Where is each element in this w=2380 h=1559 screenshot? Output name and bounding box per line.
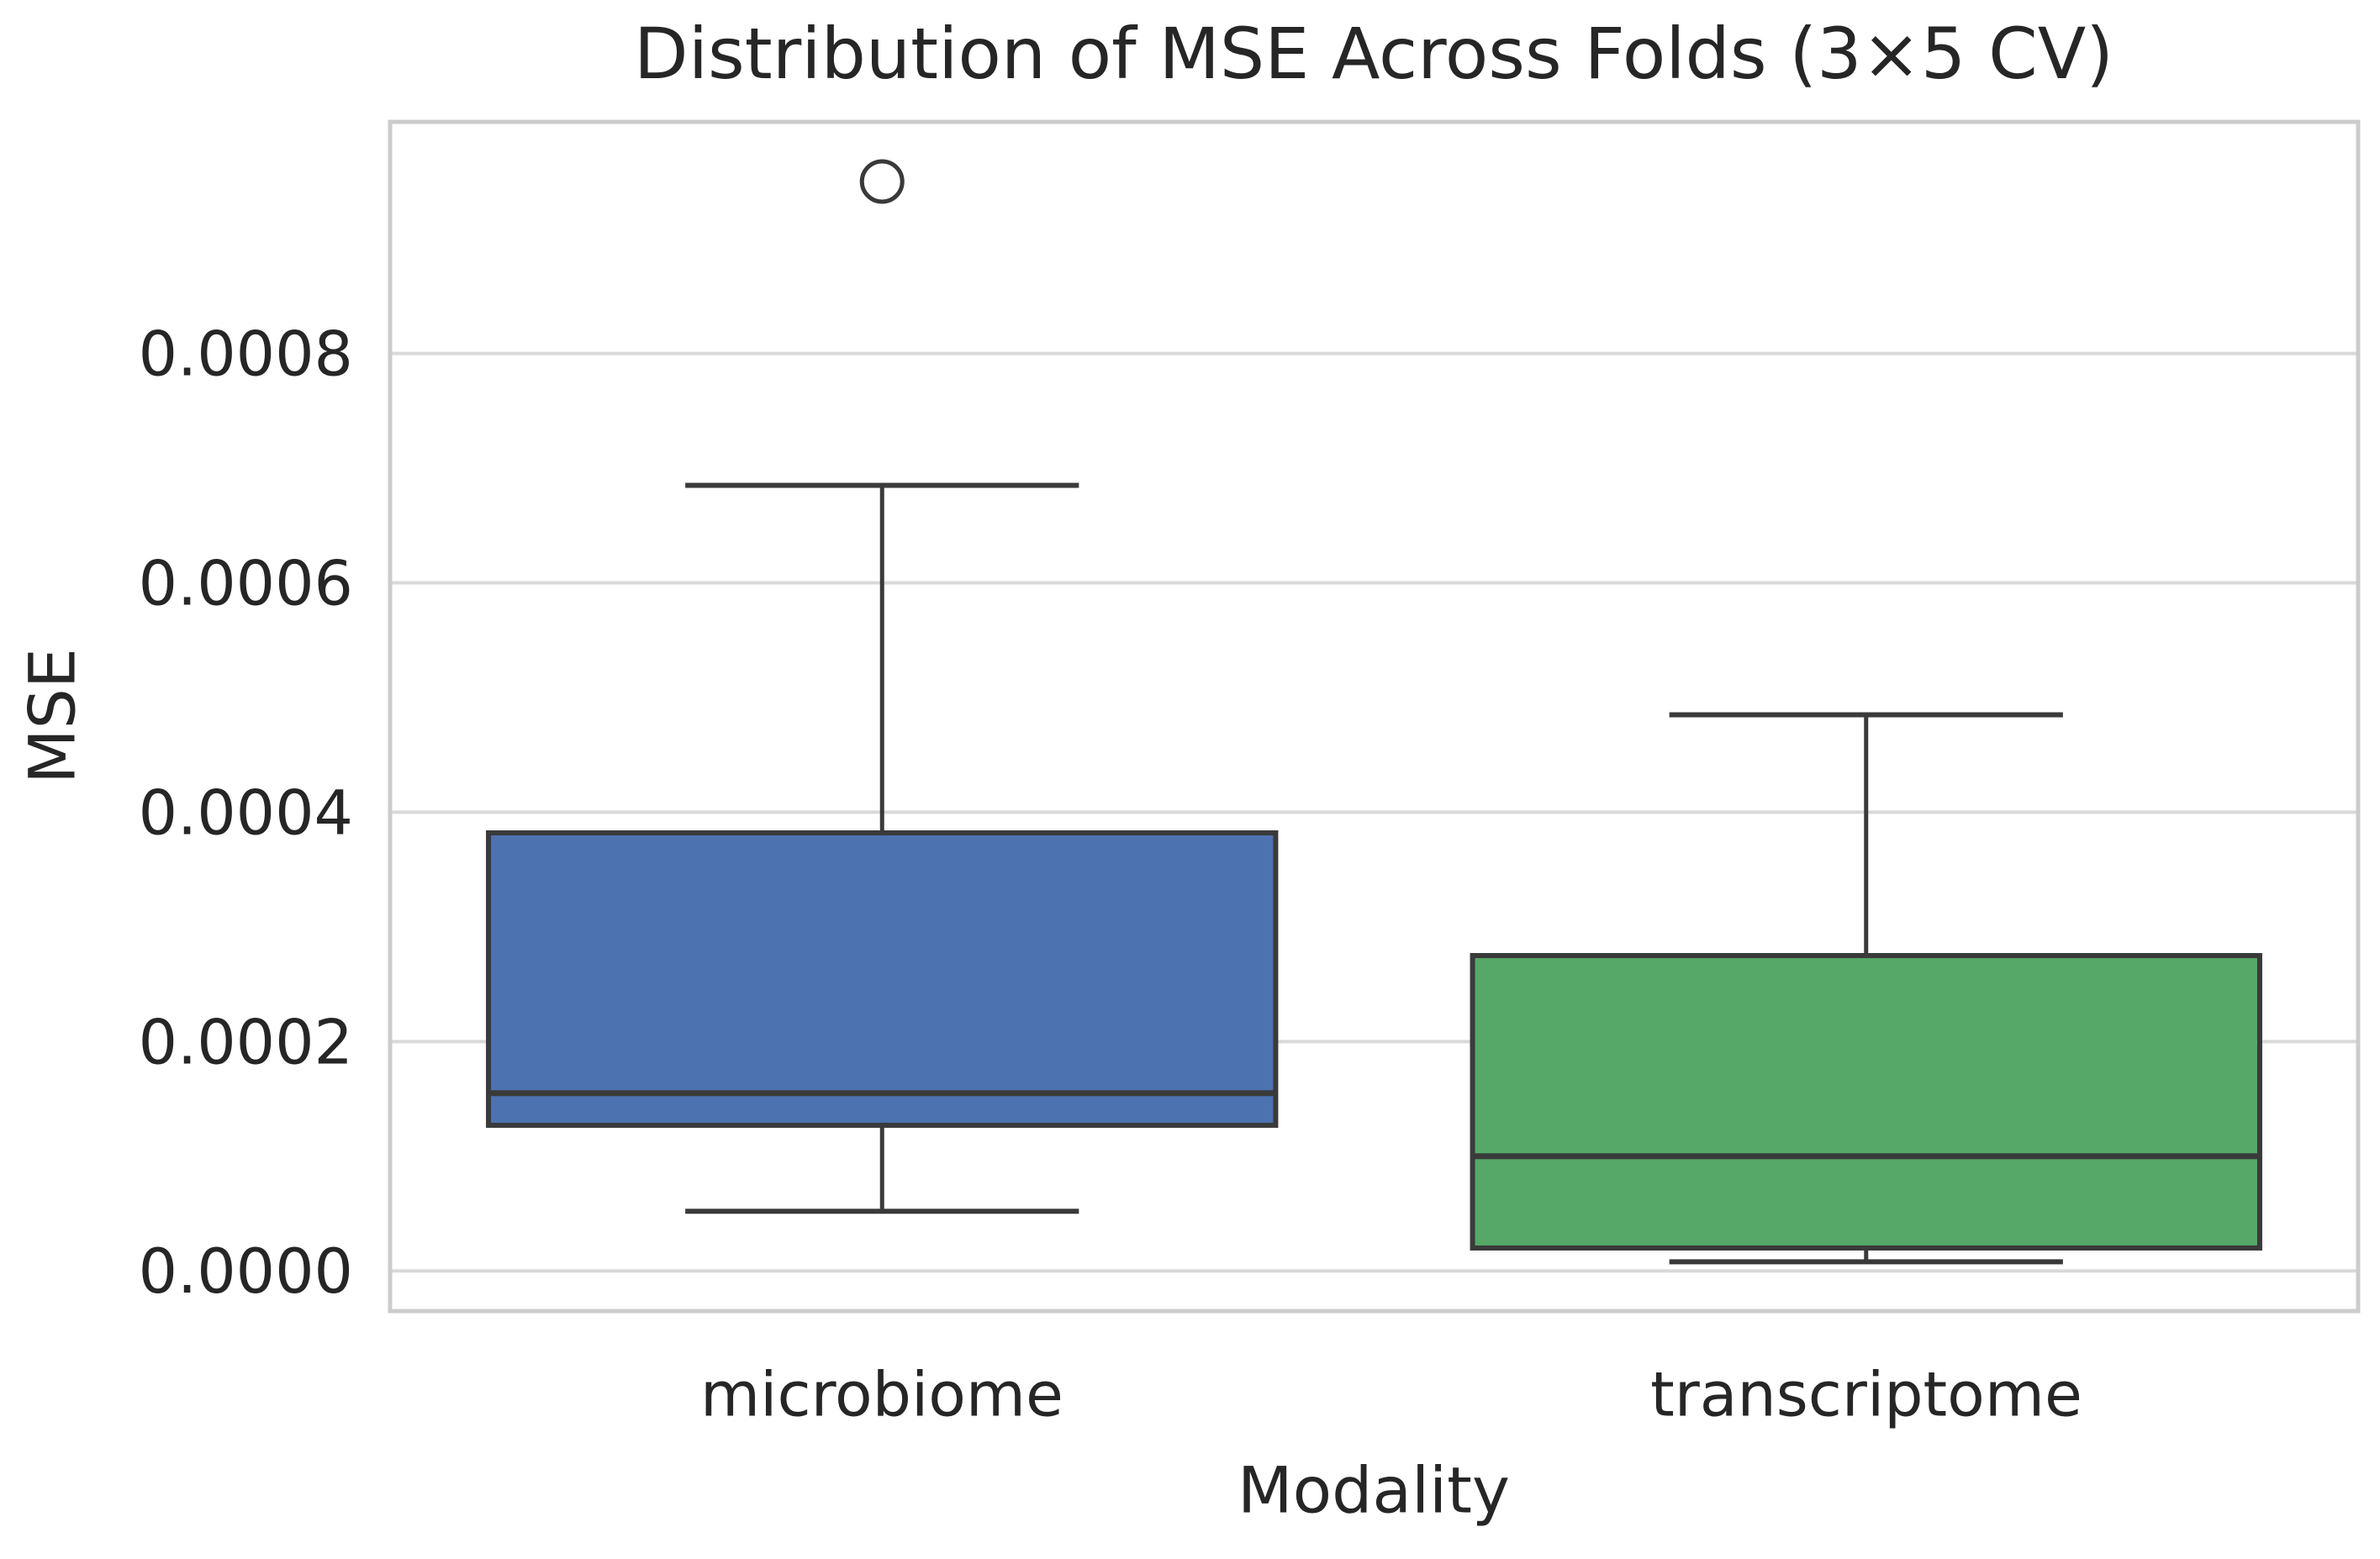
outlier-point xyxy=(859,159,905,204)
y-tick-label: 0.0004 xyxy=(139,777,353,849)
y-axis-label: MSE xyxy=(14,648,90,784)
y-tick-label: 0.0008 xyxy=(139,319,353,391)
chart-title: Distribution of MSE Across Folds (3×5 CV… xyxy=(634,13,2114,95)
x-axis-label: Modality xyxy=(1237,1452,1510,1528)
y-tick-label: 0.0000 xyxy=(139,1236,353,1308)
box-group-transcriptome xyxy=(1470,712,2262,1265)
box-transcriptome xyxy=(1470,953,2262,1251)
y-tick-label: 0.0002 xyxy=(139,1007,353,1078)
y-tick-label: 0.0006 xyxy=(139,549,353,620)
box-group-microbiome xyxy=(486,159,1279,1214)
plot-border xyxy=(388,119,2361,1314)
box-microbiome xyxy=(486,830,1279,1128)
x-tick-label-transcriptome: transcriptome xyxy=(1650,1359,2082,1431)
x-tick-label-microbiome: microbiome xyxy=(700,1359,1063,1431)
